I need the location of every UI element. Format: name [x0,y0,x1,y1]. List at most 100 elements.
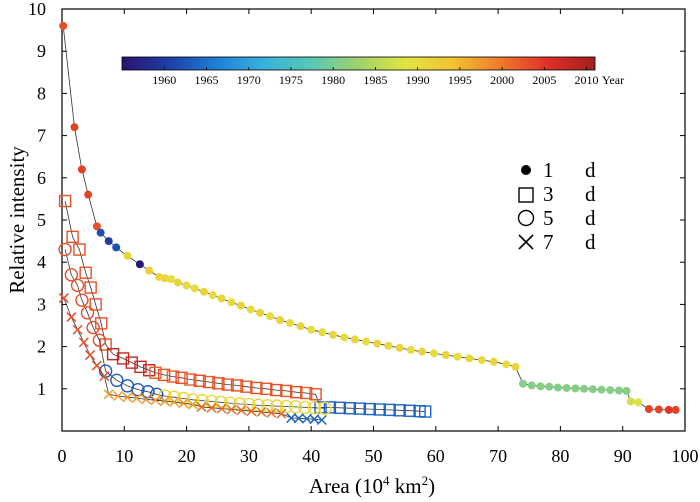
data-point-dot [70,123,79,132]
data-point-square [300,386,313,400]
data-point-dot [477,356,486,365]
data-point-square [230,379,244,392]
colorbar-tick-label: 1980 [321,73,345,87]
data-point-square [270,383,283,397]
data-point-cross [178,398,189,409]
x-tick-label: 20 [178,446,196,466]
data-point-dot [418,347,427,356]
data-point-circle [242,397,256,412]
y-tick-label: 6 [37,168,46,188]
y-tick-label: 9 [37,41,46,61]
data-point-dot [200,287,209,296]
colorbar-tick-label: 1985 [363,73,387,87]
data-point-dot [654,405,663,414]
data-point-dot [59,21,68,30]
legend-marker-circle [517,209,535,227]
data-point-dot [340,333,349,342]
colorbar: 1960 1965 1970 1975 1980 1985 1990 1995 2000 2005… [121,56,624,87]
legend-marker-square [518,187,534,203]
data-point-dot [644,405,653,414]
data-point-cross [206,402,217,413]
y-tick-label: 8 [37,83,46,103]
data-point-dot [318,328,327,337]
data-point-square [290,385,303,399]
data-point-cross [196,401,207,412]
y-axis-title: Relative intensity [5,146,29,294]
data-point-dot [588,385,597,394]
data-point-square [212,377,225,390]
data-point-dot [671,405,680,414]
data-point-dot [112,243,121,252]
data-point-square [106,347,120,361]
data-point-circle [58,242,72,257]
data-point-circle [64,268,79,282]
data-point-dot [406,345,415,354]
colorbar-tick-label: 2000 [490,73,514,87]
legend-num-1: 1 [543,158,554,182]
colorbar-tick-label: 1990 [406,73,430,87]
data-point-square [58,194,72,208]
data-point-dot [536,382,545,391]
data-point-circle [279,399,293,414]
legend: 1 d 3 d 5 d 7 d [517,158,596,254]
data-point-dot [266,312,275,321]
data-point-dot [135,260,144,269]
data-point-dot [84,190,93,199]
data-point-dot [527,381,536,390]
data-point-circle [307,401,322,415]
colorbar-tick-label: 1970 [237,73,261,87]
x-axis-title: Area (104 km2) [309,473,435,498]
data-point-cross [169,396,180,407]
data-point-square [84,281,97,294]
data-point-dot [606,386,615,395]
data-point-dot [190,284,199,293]
data-point-square [250,381,263,395]
data-point-circle [86,320,100,335]
data-point-dot [307,325,316,334]
legend-marker-cross [518,234,534,250]
y-tick-label: 1 [37,379,46,399]
data-point-square [260,382,273,395]
data-point-cross [78,337,89,348]
data-point-dot [571,384,580,393]
colorbar-tick-label: 1975 [279,73,303,87]
x-tick-label: 0 [58,446,67,466]
y-tick-label: 3 [37,294,46,314]
data-point-dot [545,382,554,391]
data-point-square [73,243,86,256]
legend-num-5: 5 [543,206,554,230]
data-point-circle [288,400,303,414]
data-point-square [184,373,197,386]
data-point-cross [159,396,170,407]
data-point-dot [77,165,86,174]
data-point-circle [260,398,275,413]
data-point-dot [296,322,305,331]
colorbar-tick-labels: 1960 1965 1970 1975 1980 1985 1990 1995 2000 2005… [152,67,599,87]
x-axis-unit-km-exp: 2 [422,473,429,488]
data-point-square [221,378,234,391]
data-point-square [79,266,92,279]
x-tick-label: 40 [302,446,320,466]
data-point-square [89,298,102,311]
y-tick-label: 5 [37,210,46,230]
data-point-dot [246,305,255,314]
legend-unit-3: d [585,182,596,206]
x-tick-label: 10 [115,446,133,466]
data-point-dot [519,379,528,388]
data-point-cross [58,293,69,304]
x-axis-title-open: ( [350,474,362,498]
data-point-dot [562,383,571,392]
data-point-dot [465,354,474,363]
data-point-cross [72,324,83,335]
colorbar-gradient [121,56,596,71]
data-point-circle [70,278,85,293]
data-point-dot [395,343,404,352]
data-point-dot [453,352,462,361]
data-point-cross [236,405,247,416]
series-dot [59,21,680,414]
data-point-dot [502,360,511,369]
data-point-dot [217,294,226,303]
data-point-dot [96,228,105,237]
data-point-dot [173,278,182,287]
data-point-cross [141,394,152,405]
